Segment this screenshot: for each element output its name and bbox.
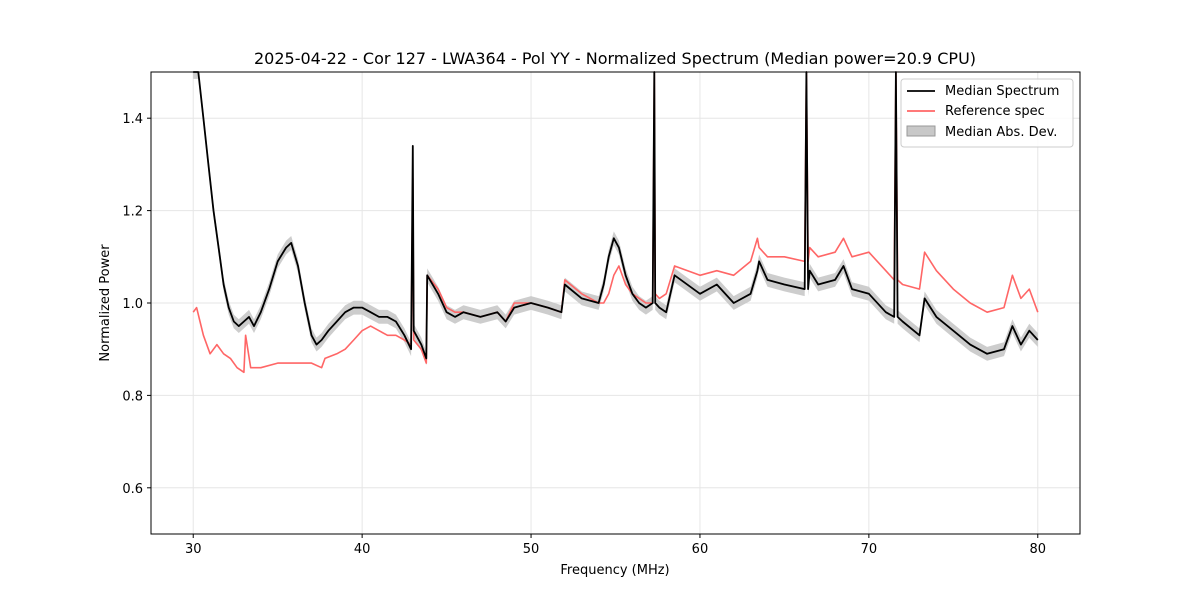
median-spectrum-line — [193, 71, 1039, 360]
y-tick-label: 1.4 — [122, 112, 143, 127]
x-tick-label: 70 — [861, 542, 878, 557]
x-axis-label: Frequency (MHz) — [560, 563, 669, 578]
y-tick-label: 1.2 — [122, 205, 143, 220]
mad-band — [193, 72, 1038, 366]
legend-swatch-mad — [906, 125, 936, 137]
legend-label-reference: Reference spec — [945, 104, 1045, 119]
plot-area — [192, 71, 1039, 374]
x-tick-label: 80 — [1029, 542, 1046, 557]
x-tick-label: 50 — [523, 542, 540, 557]
x-tick-label: 60 — [692, 542, 709, 557]
legend-box — [900, 78, 1074, 148]
legend-label-mad: Median Abs. Dev. — [945, 125, 1057, 140]
y-tick-label: 0.6 — [122, 482, 143, 497]
y-tick-label: 1.0 — [122, 297, 143, 312]
y-tick-label: 0.8 — [122, 389, 143, 404]
legend-label-median: Median Spectrum — [945, 84, 1059, 99]
reference-spectrum-line — [192, 71, 1039, 374]
y-axis-label: Normalized Power — [98, 244, 113, 362]
plot-frame — [150, 71, 1081, 535]
chart-title: 2025-04-22 - Cor 127 - LWA364 - Pol YY -… — [254, 49, 976, 68]
x-tick-label: 40 — [354, 542, 371, 557]
axis-ticks: 30 40 50 60 70 80 0.6 0.8 1.0 1.2 1.4 — [122, 112, 1046, 557]
legend: Median Spectrum Reference spec Median Ab… — [900, 78, 1074, 148]
x-tick-label: 30 — [185, 542, 202, 557]
